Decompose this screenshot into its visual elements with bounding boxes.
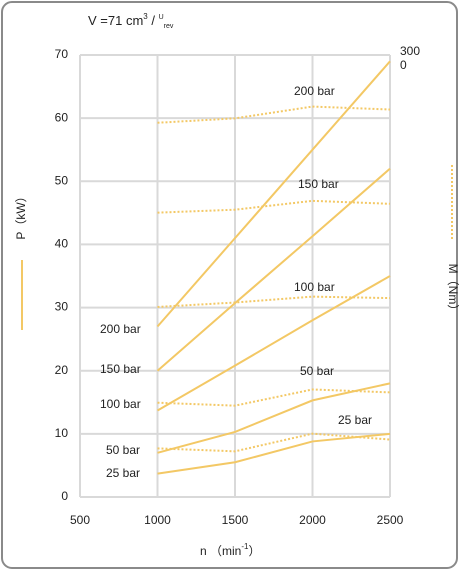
series-label: 50 bar [300, 364, 334, 378]
x-axis-label: n （min-1） [200, 542, 261, 558]
x-tick-label: 2500 [377, 513, 404, 527]
title-part: 3 [143, 12, 148, 21]
series-label: 100 bar [294, 280, 335, 294]
y2-axis-label: M（Nm） [446, 264, 460, 317]
power-line [157, 382, 391, 454]
series-label: 25 bar [106, 466, 140, 480]
y-tick-label: 30 [55, 300, 69, 314]
x-label-part: ） [248, 544, 260, 558]
series-label: 150 bar [298, 177, 339, 191]
x-tick-label: 1000 [144, 513, 171, 527]
chart-title: V =71 cm3 / Urev [88, 12, 174, 30]
series-label: 25 bar [338, 413, 372, 427]
y-tick-label: 0 [61, 489, 68, 503]
torque-line [157, 295, 391, 308]
y2-tick-label: 300 0 [400, 44, 420, 72]
title-part: U [159, 14, 164, 21]
power-line [156, 60, 391, 328]
y-tick-label: 20 [55, 363, 69, 377]
y-tick-label: 10 [55, 426, 69, 440]
y-tick-label: 40 [55, 237, 69, 251]
torque-line [157, 199, 391, 214]
torque-line [157, 432, 391, 453]
series-label: 100 bar [100, 397, 141, 411]
title-part: rev [164, 23, 174, 30]
x-tick-label: 1500 [222, 513, 249, 527]
series-label: 200 bar [294, 84, 335, 98]
x-label-part: n （min [200, 544, 241, 558]
torque-line [157, 388, 391, 407]
series-label: 50 bar [106, 443, 140, 457]
y-axis-label: P（kW） [14, 190, 28, 239]
series-label: 200 bar [100, 322, 141, 336]
x-tick-label: 500 [70, 513, 90, 527]
x-tick-label: 2000 [299, 513, 326, 527]
y-tick-label: 60 [55, 110, 69, 124]
y-tick-label: 70 [55, 47, 69, 61]
torque-line [157, 105, 391, 124]
power-line [156, 167, 391, 372]
y-tick-label: 50 [55, 173, 69, 187]
series-label: 150 bar [100, 362, 141, 376]
title-part: / [148, 13, 159, 28]
title-part: V =71 cm [88, 13, 143, 28]
power-line [156, 275, 391, 412]
power-line [157, 432, 391, 475]
x-label-part: -1 [241, 542, 249, 551]
